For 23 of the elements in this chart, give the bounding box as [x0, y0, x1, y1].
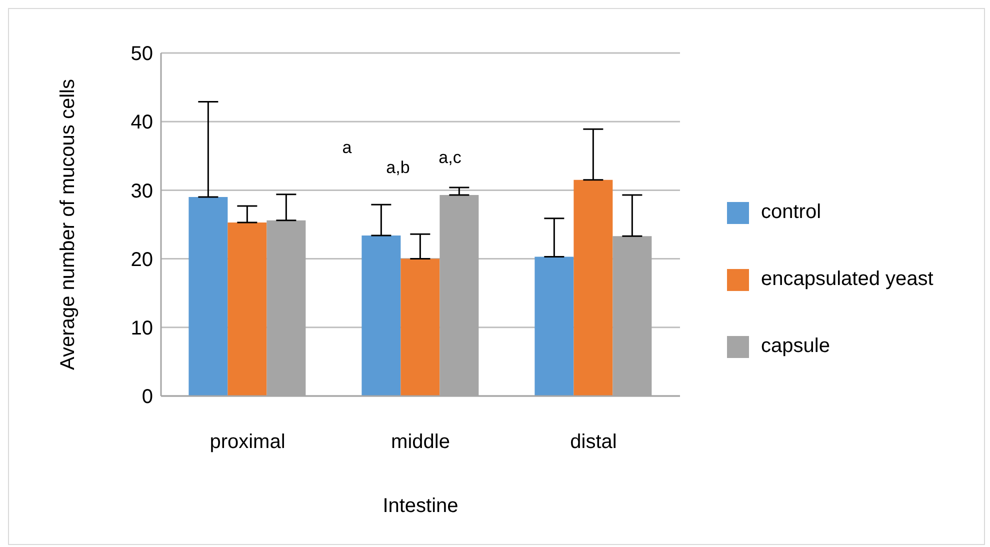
x-tick-label: proximal — [210, 431, 286, 454]
bar — [400, 258, 440, 396]
bar — [574, 180, 613, 396]
y-tick-label: 30 — [130, 180, 153, 202]
y-tick-label: 40 — [130, 112, 153, 134]
annotation: a,b — [386, 158, 410, 178]
y-tick-label: 50 — [130, 43, 153, 66]
bar — [188, 197, 228, 396]
legend-label: capsule — [761, 335, 830, 358]
legend-label: encapsulated yeast — [761, 268, 934, 291]
y-tick-label: 0 — [142, 386, 153, 408]
annotation: a,c — [438, 148, 462, 168]
y-tick-label: 10 — [130, 318, 153, 340]
bar — [534, 256, 574, 396]
y-axis-title: Average number of mucous cells — [57, 79, 80, 370]
y-tick-label: 20 — [130, 248, 153, 271]
bar — [228, 222, 267, 396]
x-axis-title: Intestine — [382, 495, 458, 517]
bar — [362, 235, 401, 396]
annotation: a — [342, 138, 352, 158]
x-tick-label: distal — [570, 431, 617, 454]
x-tick-label: middle — [391, 431, 450, 454]
legend-label: control — [761, 201, 822, 224]
